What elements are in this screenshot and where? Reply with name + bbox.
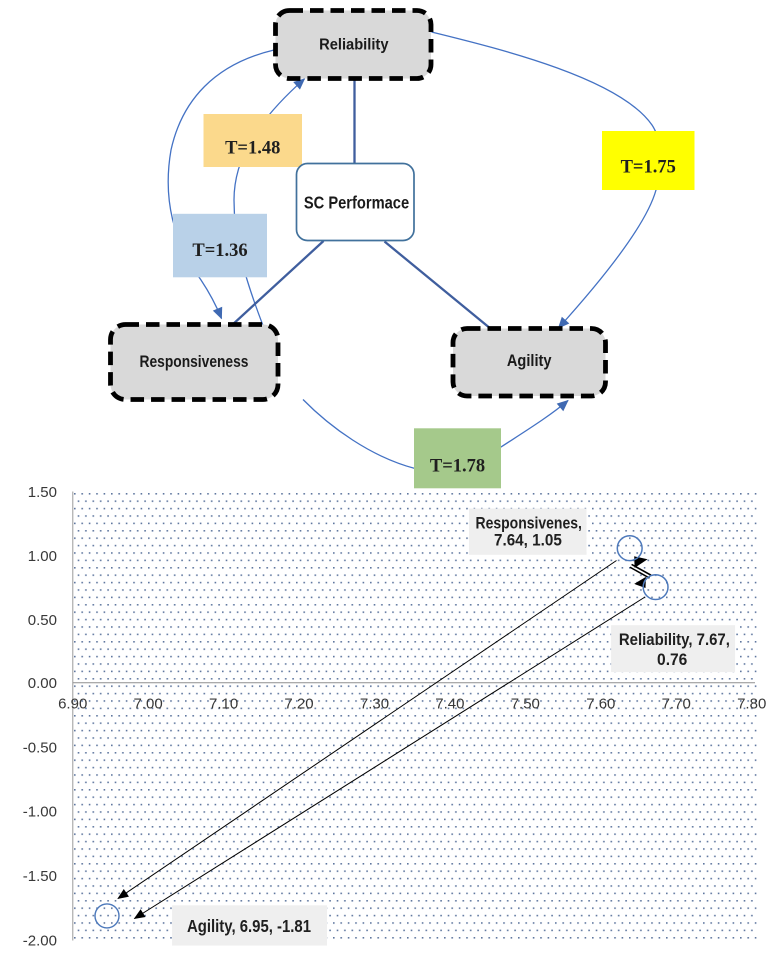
svg-text:-1.00: -1.00 <box>23 804 57 821</box>
svg-text:-2.00: -2.00 <box>23 932 57 949</box>
svg-text:7.00: 7.00 <box>133 696 162 713</box>
svg-text:6.90: 6.90 <box>58 696 87 713</box>
svg-text:7.20: 7.20 <box>284 696 313 713</box>
svg-text:Agility, 6.95, -1.81: Agility, 6.95, -1.81 <box>187 916 311 936</box>
svg-text:0.50: 0.50 <box>28 612 57 629</box>
svg-text:7.30: 7.30 <box>360 696 389 713</box>
svg-text:1.00: 1.00 <box>28 548 57 565</box>
svg-text:7.50: 7.50 <box>511 696 540 713</box>
svg-text:T=1.78: T=1.78 <box>430 457 485 477</box>
svg-text:0.00: 0.00 <box>28 675 57 692</box>
svg-text:Responsivenes,: Responsivenes, <box>476 514 582 533</box>
svg-text:T=1.75: T=1.75 <box>621 158 676 178</box>
svg-text:7.80: 7.80 <box>737 696 766 713</box>
svg-text:T=1.48: T=1.48 <box>225 139 280 159</box>
svg-text:-1.50: -1.50 <box>23 868 57 885</box>
svg-text:7.40: 7.40 <box>435 696 464 713</box>
svg-text:7.60: 7.60 <box>586 696 615 713</box>
svg-text:1.50: 1.50 <box>28 484 57 501</box>
svg-text:0.76: 0.76 <box>657 650 687 669</box>
svg-text:7.10: 7.10 <box>209 696 238 713</box>
svg-text:Reliability: Reliability <box>319 37 388 54</box>
svg-text:-0.50: -0.50 <box>23 739 57 756</box>
svg-text:Responsiveness: Responsiveness <box>140 352 249 371</box>
svg-text:Agility: Agility <box>507 352 552 370</box>
svg-text:7.64, 1.05: 7.64, 1.05 <box>494 531 562 550</box>
svg-text:7.70: 7.70 <box>662 696 691 713</box>
svg-text:Reliability, 7.67,: Reliability, 7.67, <box>619 630 730 649</box>
svg-text:SC Performace: SC Performace <box>304 193 410 213</box>
svg-text:T=1.36: T=1.36 <box>192 241 247 261</box>
